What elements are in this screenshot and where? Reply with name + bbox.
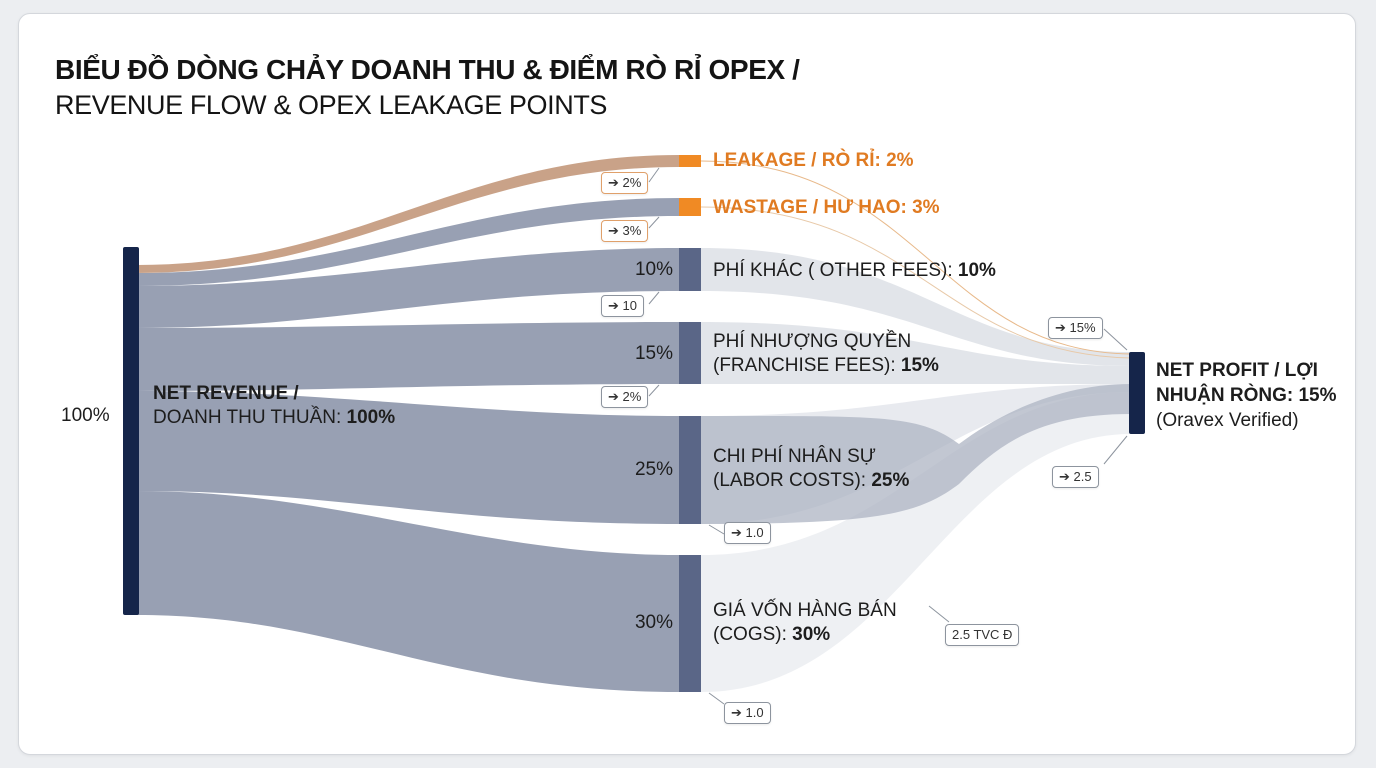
flow-other (137, 248, 679, 328)
callout-profit-top: ➔ 15% (1048, 317, 1103, 339)
leader-labor (708, 524, 725, 535)
callout-cogs-link: 2.5 TVC Đ (945, 624, 1020, 646)
callout-wastage: ➔ 3% (601, 220, 649, 242)
node-bar-wastage (679, 198, 701, 216)
chart-title: BIỂU ĐỒ DÒNG CHẢY DOANH THU & ĐIỂM RÒ RỈ… (55, 52, 800, 122)
node-value-labor: 25% (871, 470, 910, 491)
flow-labor-profit-band (701, 384, 1131, 524)
flow-franchise-profit (701, 322, 1131, 384)
node-label-leakage: LEAKAGE / RÒ RỈ: 2% (713, 150, 914, 171)
source-label-rest: DOANH THU THUẦN: (153, 407, 347, 428)
title-line-1: BIỂU ĐỒ DÒNG CHẢY DOANH THU & ĐIỂM RÒ RỈ… (55, 54, 800, 85)
node-bar-other (679, 248, 701, 291)
callout-profit-mid: ➔ 2.5 (1052, 466, 1099, 488)
chart-card: BIỂU ĐỒ DÒNG CHẢY DOANH THU & ĐIỂM RÒ RỈ… (18, 13, 1356, 755)
callout-franchise: ➔ 2% (601, 386, 649, 408)
flow-cogs (137, 491, 679, 692)
node-label-cogs-line1: GIÁ VỐN HÀNG BÁN (713, 600, 897, 621)
flow-leakage (137, 155, 679, 273)
title-line-2: REVENUE FLOW & OPEX LEAKAGE POINTS (55, 90, 608, 120)
target-bar (1129, 352, 1145, 434)
node-label-franchise-line1: PHÍ NHƯỢNG QUYỀN (713, 331, 912, 352)
target-label: NET PROFIT / LỢI NHUẬN RÒNG: 15% (Oravex… (1156, 358, 1337, 433)
callout-leakage: ➔ 2% (601, 172, 649, 194)
node-pct-labor: 25% (634, 459, 673, 480)
flow-labor (137, 391, 679, 524)
node-bar-franchise (679, 322, 701, 384)
node-bar-labor (679, 416, 701, 524)
callout-labor: ➔ 1.0 (724, 522, 771, 544)
flow-wastage-profit (700, 206, 1132, 359)
leader-wastage (648, 216, 660, 229)
source-label: NET REVENUE / DOANH THU THUẦN: 100% (153, 382, 395, 430)
source-value: 100% (346, 407, 396, 428)
target-label-line2: NHUẬN RÒNG: 15% (1156, 385, 1337, 406)
source-left-pct: 100% (61, 405, 110, 426)
node-label-labor: CHI PHÍ NHÂN SỰ (LABOR COSTS): 25% (713, 445, 909, 493)
flow-wastage (137, 198, 679, 286)
target-label-line1: NET PROFIT / LỢI (1156, 360, 1318, 381)
callout-other: ➔ 10 (601, 295, 644, 317)
flow-cogs-profit (701, 392, 1131, 692)
node-pct-franchise: 15% (634, 343, 673, 364)
node-label-franchise-line2: (FRANCHISE FEES): (713, 355, 901, 376)
leader-leakage (648, 167, 660, 183)
leader-other (648, 291, 660, 305)
node-label-labor-line1: CHI PHÍ NHÂN SỰ (713, 446, 876, 467)
target-label-line3: (Oravex Verified) (1156, 410, 1299, 431)
node-label-labor-line2: (LABOR COSTS): (713, 470, 872, 491)
source-label-bold: NET REVENUE / (153, 383, 299, 404)
node-value-cogs: 30% (792, 624, 831, 645)
source-bar (123, 247, 139, 615)
node-pct-other: 10% (634, 259, 673, 280)
node-label-other-text: PHÍ KHÁC ( OTHER FEES): (713, 260, 958, 281)
node-label-franchise: PHÍ NHƯỢNG QUYỀN (FRANCHISE FEES): 15% (713, 330, 939, 378)
flow-leakage-profit (700, 160, 1132, 355)
node-label-cogs: GIÁ VỐN HÀNG BÁN (COGS): 30% (713, 599, 897, 647)
node-label-other: PHÍ KHÁC ( OTHER FEES): 10% (713, 259, 996, 283)
node-value-franchise: 15% (900, 355, 939, 376)
leader-cogs-link (928, 605, 950, 623)
leader-profit-mid (1103, 435, 1128, 465)
callout-cogs: ➔ 1.0 (724, 702, 771, 724)
node-value-other: 10% (957, 260, 996, 281)
leader-profit-top (1103, 328, 1128, 351)
leader-franchise (648, 384, 660, 397)
node-bar-leakage (679, 155, 701, 167)
node-bar-cogs (679, 555, 701, 692)
sankey-diagram (123, 155, 1145, 705)
node-label-wastage: WASTAGE / HƯ HAO: 3% (713, 197, 940, 218)
flow-other-profit (701, 248, 1131, 366)
node-label-cogs-line2: (COGS): (713, 624, 793, 645)
node-pct-cogs: 30% (634, 612, 673, 633)
leader-cogs (708, 692, 725, 705)
flow-franchise (137, 322, 679, 391)
